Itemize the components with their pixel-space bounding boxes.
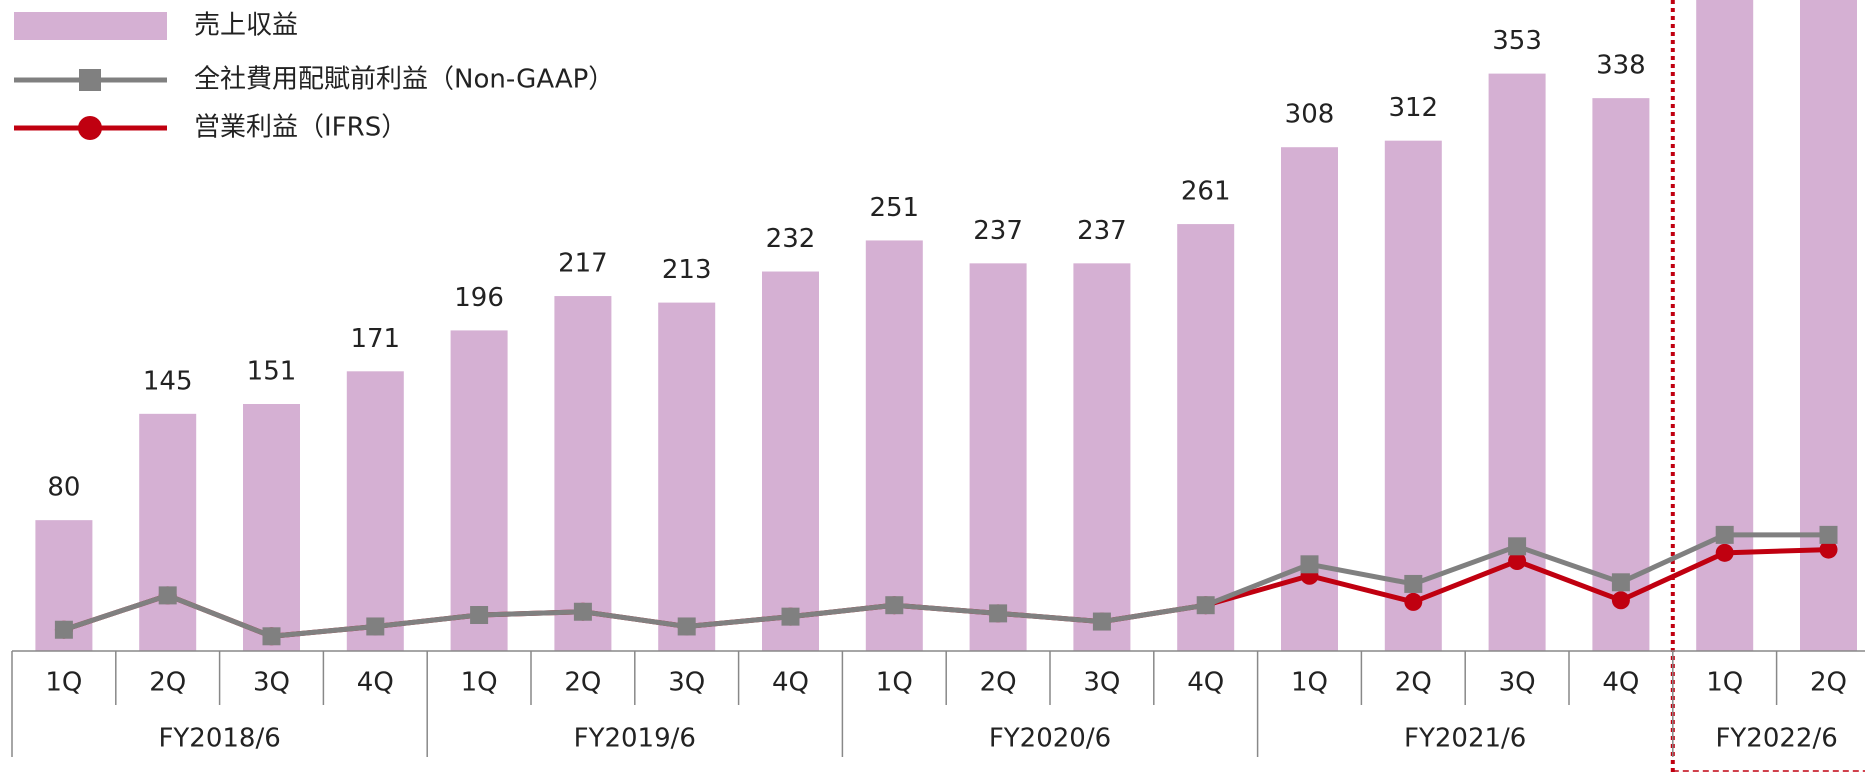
marker [1819, 525, 1838, 544]
bar [1384, 140, 1442, 651]
group-label: FY2020/6 [989, 724, 1111, 754]
value-label: 213 [662, 255, 712, 285]
marker [989, 604, 1008, 623]
marker [1611, 573, 1630, 592]
legend-label: 営業利益（IFRS） [194, 113, 407, 143]
legend-marker [78, 116, 102, 140]
x-tick-label: 2Q [149, 668, 186, 698]
legend-label: 全社費用配賦前利益（Non-GAAP） [194, 65, 614, 95]
bar [1592, 98, 1650, 652]
marker [1508, 552, 1527, 571]
x-tick-label: 4Q [772, 668, 809, 698]
group-label: FY2019/6 [574, 724, 696, 754]
marker [1092, 612, 1111, 631]
group-label: FY2022/6 [1715, 724, 1837, 754]
bar [969, 263, 1027, 651]
marker [366, 617, 385, 636]
value-label: 308 [1285, 100, 1335, 130]
bar [554, 296, 612, 651]
legend-swatch [14, 12, 167, 40]
value-label: 353 [1492, 26, 1542, 56]
value-label: 312 [1388, 93, 1438, 123]
marker [1715, 543, 1734, 562]
bar [762, 271, 819, 651]
bar [865, 240, 923, 652]
value-label: 171 [350, 324, 400, 354]
value-label: 80 [47, 473, 80, 503]
line [63, 532, 1829, 639]
x-tick-label: 1Q [1706, 668, 1743, 698]
x-tick-label: 2Q [1810, 668, 1847, 698]
x-tick-label: 4Q [357, 668, 394, 698]
x-tick-label: 3Q [668, 668, 705, 698]
bar [1073, 263, 1131, 651]
legend-label: 売上収益 [194, 11, 298, 41]
marker [573, 602, 592, 621]
marker [1508, 537, 1527, 556]
x-tick-label: 1Q [1291, 668, 1328, 698]
x-tick-label: 1Q [461, 668, 498, 698]
marker [54, 620, 73, 639]
marker [1715, 525, 1734, 544]
marker [1819, 540, 1838, 559]
bar [139, 413, 197, 651]
value-label: 217 [558, 249, 608, 279]
x-tick-label: 4Q [1187, 668, 1224, 698]
bar [658, 302, 716, 651]
value-label: 237 [1077, 216, 1127, 246]
x-tick-label: 3Q [1499, 668, 1536, 698]
value-label: 232 [766, 224, 816, 254]
marker [1404, 574, 1423, 593]
value-label: 261 [1181, 177, 1231, 207]
marker [1404, 592, 1423, 611]
value-label: 237 [973, 216, 1023, 246]
x-tick-label: 3Q [1083, 668, 1120, 698]
marker [885, 596, 904, 615]
legend-marker [79, 69, 101, 91]
value-label: 338 [1596, 51, 1646, 81]
group-label: FY2021/6 [1404, 724, 1526, 754]
value-label: 251 [869, 193, 919, 223]
x-tick-label: 3Q [253, 668, 290, 698]
x-tick-label: 2Q [564, 668, 601, 698]
bar [450, 330, 508, 651]
marker [1611, 591, 1630, 610]
x-tick-label: 2Q [980, 668, 1017, 698]
marker [1196, 596, 1215, 615]
marker [470, 606, 489, 625]
marker [262, 627, 281, 646]
value-label: 196 [454, 283, 504, 313]
x-tick-label: 1Q [45, 668, 82, 698]
marker [781, 607, 800, 626]
marker [158, 586, 177, 605]
bar [346, 371, 404, 651]
bar [1177, 224, 1235, 651]
x-tick-label: 1Q [876, 668, 913, 698]
group-label: FY2018/6 [158, 724, 280, 754]
value-label: 145 [143, 366, 193, 396]
value-label: 151 [247, 357, 297, 387]
marker [1300, 555, 1319, 574]
x-tick-label: 2Q [1395, 668, 1432, 698]
bar [243, 404, 300, 651]
marker [677, 617, 696, 636]
x-tick-label: 4Q [1602, 668, 1639, 698]
